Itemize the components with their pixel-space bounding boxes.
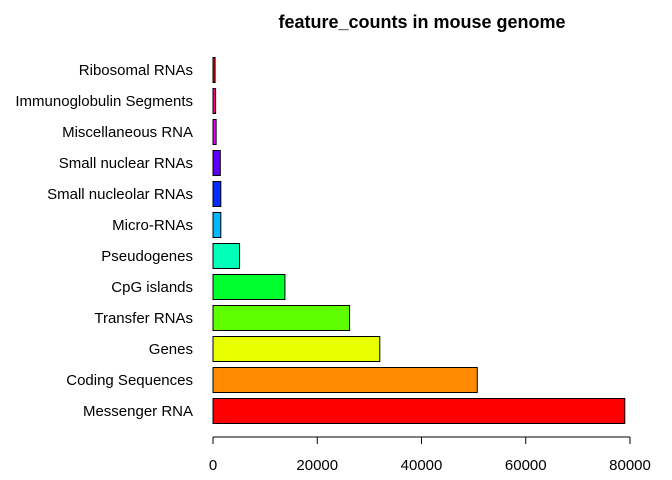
category-label-cpg-islands: CpG islands [111, 279, 193, 296]
category-label-small-nucleolar-rnas: Small nucleolar RNAs [47, 186, 193, 203]
bar-small-nuclear-rnas [212, 150, 221, 176]
category-label-coding-sequences: Coding Sequences [66, 372, 193, 389]
x-tick-label: 20000 [296, 457, 338, 474]
x-tick-label: 40000 [401, 457, 443, 474]
category-label-pseudogenes: Pseudogenes [101, 248, 193, 265]
chart-title: feature_counts in mouse genome [278, 12, 565, 32]
bars-group [212, 57, 626, 424]
category-label-ribosomal-rnas: Ribosomal RNAs [79, 62, 193, 79]
bar-micro-rnas [212, 212, 222, 238]
x-axis: 0 20000 40000 60000 80000 [209, 436, 651, 474]
category-label-messenger-rna: Messenger RNA [83, 403, 193, 420]
category-label-transfer-rnas: Transfer RNAs [94, 310, 193, 327]
x-tick-label: 0 [209, 457, 217, 474]
category-label-genes: Genes [149, 341, 193, 358]
category-label-immunoglobulin-segments: Immunoglobulin Segments [15, 93, 193, 110]
bar-genes [212, 336, 381, 362]
bar-transfer-rnas [212, 305, 351, 331]
category-labels: Messenger RNA Coding Sequences Genes Transf… [15, 62, 193, 420]
bar-miscellaneous-rna [212, 119, 217, 145]
x-tick-label: 80000 [609, 457, 651, 474]
bar-immunoglobulin-segments [212, 88, 217, 114]
category-label-micro-rnas: Micro-RNAs [112, 217, 193, 234]
bar-pseudogenes [212, 243, 241, 269]
bar-small-nucleolar-rnas [212, 181, 222, 207]
bar-coding-sequences [212, 367, 478, 393]
bar-cpg-islands [212, 274, 286, 300]
bar-ribosomal-rnas [212, 57, 216, 83]
category-label-miscellaneous-rna: Miscellaneous RNA [62, 124, 193, 141]
category-label-small-nuclear-rnas: Small nuclear RNAs [59, 155, 193, 172]
x-tick-label: 60000 [505, 457, 547, 474]
bar-messenger-rna [212, 398, 626, 424]
